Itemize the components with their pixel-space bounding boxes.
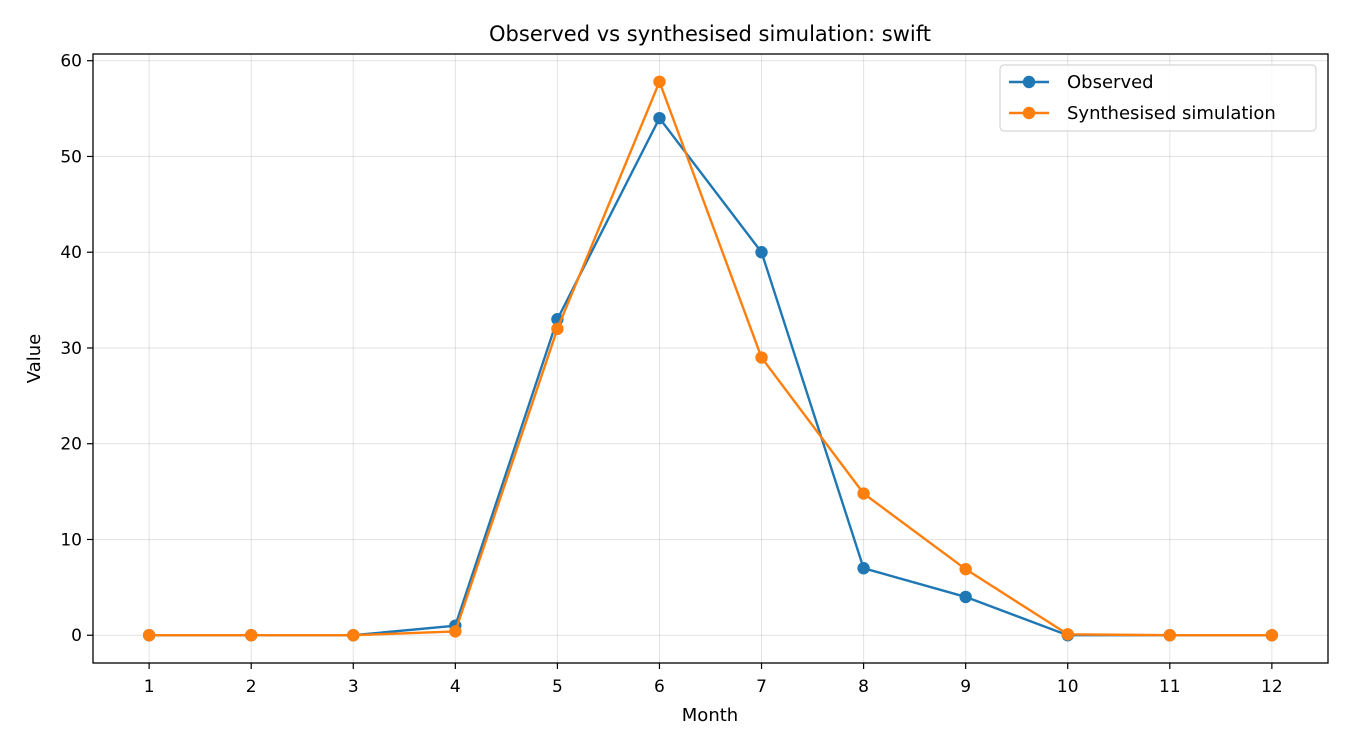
plot-frame (92, 53, 1329, 664)
chart-title: Observed vs synthesised simulation: swif… (489, 22, 931, 46)
legend-item: Synthesised simulation (1009, 103, 1276, 124)
data-point (449, 625, 462, 638)
x-tick-label: 7 (756, 677, 767, 697)
data-point (1163, 629, 1176, 642)
y-tick-label: 60 (60, 52, 82, 72)
data-point (551, 322, 564, 336)
legend-swatch-marker (1022, 106, 1036, 120)
x-tick-label: 12 (1261, 677, 1283, 697)
x-tick-label: 11 (1159, 677, 1181, 697)
series-line (149, 80, 1272, 637)
data-point (1265, 629, 1279, 642)
legend: Observed Synthesised simulation (999, 64, 1317, 132)
y-tick-label: 50 (60, 147, 82, 167)
data-point (1061, 628, 1074, 641)
y-tick-label: 10 (60, 530, 82, 550)
series-layer (142, 75, 1279, 642)
data-point (755, 246, 768, 259)
legend-label: Synthesised simulation (1067, 103, 1276, 124)
grid (93, 54, 1328, 663)
data-point (959, 562, 972, 576)
x-axis-label: Month (682, 705, 738, 726)
data-point (857, 487, 870, 500)
y-tick-label: 0 (71, 626, 82, 646)
y-tick-label: 20 (60, 435, 82, 455)
x-tick-label: 9 (960, 677, 971, 697)
data-point (653, 111, 666, 125)
x-tick-label: 2 (246, 677, 257, 697)
data-point (142, 629, 156, 642)
data-point (959, 590, 972, 604)
data-point (245, 629, 258, 642)
x-tick-label: 6 (654, 677, 665, 697)
x-tick-label: 8 (858, 677, 869, 697)
legend-item: Observed (1009, 72, 1154, 93)
data-point (347, 629, 360, 642)
x-tick-label: 5 (552, 677, 563, 697)
legend-box (999, 64, 1317, 132)
series-line (149, 116, 1272, 637)
y-tick-label: 30 (60, 339, 82, 359)
data-point (857, 562, 870, 575)
y-axis-label: Value (24, 334, 45, 383)
data-point (755, 351, 768, 364)
legend-swatch-marker (1022, 75, 1036, 89)
legend-label: Observed (1067, 72, 1154, 93)
y-tick-label: 40 (60, 243, 82, 263)
x-tick-label: 3 (348, 677, 359, 697)
x-tick-label: 1 (144, 677, 155, 697)
data-point (653, 75, 666, 88)
series-observed (142, 111, 1279, 642)
x-tick-label: 10 (1057, 677, 1079, 697)
series-synthesised (142, 75, 1279, 642)
x-tick-label: 4 (450, 677, 461, 697)
